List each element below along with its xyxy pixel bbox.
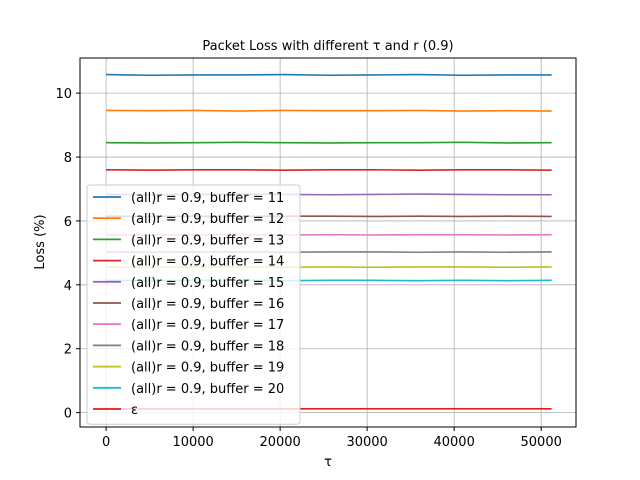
y-tick-label: 0: [64, 407, 72, 422]
chart-title: Packet Loss with different τ and r (0.9): [202, 39, 453, 54]
legend-label-2: (all)r = 0.9, buffer = 13: [131, 233, 284, 248]
series-line-0: [106, 73, 552, 77]
legend-label-6: (all)r = 0.9, buffer = 17: [131, 318, 284, 333]
y-tick-label: 10: [55, 87, 72, 102]
x-tick-label: 30000: [346, 435, 387, 450]
x-axis-label: τ: [324, 455, 332, 470]
legend: (all)r = 0.9, buffer = 11 (all)r = 0.9, b…: [86, 184, 301, 425]
legend-label-4: (all)r = 0.9, buffer = 15: [131, 276, 284, 291]
x-tick-label: 50000: [521, 435, 562, 450]
legend-label-9: (all)r = 0.9, buffer = 20: [131, 382, 284, 397]
x-axis-ticks: 0 10000 20000 30000 40000 50000: [102, 427, 562, 450]
y-axis-label: Loss (%): [33, 214, 48, 269]
x-tick-label: 20000: [259, 435, 300, 450]
series-line-2: [106, 141, 552, 144]
x-tick-label: 40000: [433, 435, 474, 450]
series-line-1: [106, 109, 552, 112]
legend-label-5: (all)r = 0.9, buffer = 16: [131, 297, 284, 312]
legend-label-3: (all)r = 0.9, buffer = 14: [131, 255, 284, 270]
legend-box: [86, 184, 301, 425]
legend-label-7: (all)r = 0.9, buffer = 18: [131, 339, 284, 354]
x-tick-label: 10000: [172, 435, 213, 450]
x-tick-label: 0: [102, 435, 110, 450]
y-axis-ticks: 0 2 4 6 8 10: [55, 87, 80, 422]
y-tick-label: 6: [64, 215, 72, 230]
y-tick-label: 4: [64, 279, 72, 294]
legend-label-0: (all)r = 0.9, buffer = 11: [131, 191, 284, 206]
y-tick-label: 2: [64, 343, 72, 358]
legend-label-10: ε: [131, 403, 138, 418]
legend-label-1: (all)r = 0.9, buffer = 12: [131, 212, 284, 227]
y-tick-label: 8: [64, 151, 72, 166]
plot-frame: [79, 57, 577, 428]
legend-label-8: (all)r = 0.9, buffer = 19: [131, 361, 284, 376]
